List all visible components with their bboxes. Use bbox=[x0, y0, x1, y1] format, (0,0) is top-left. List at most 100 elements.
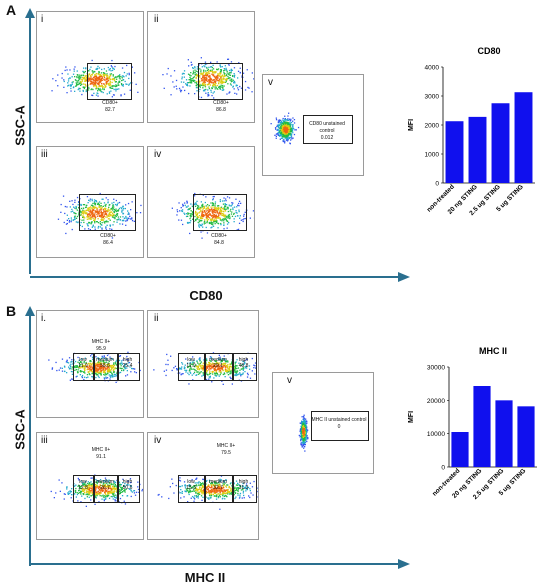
high-gate bbox=[117, 353, 140, 381]
mhc-gate-label: MHC II+ 91.1 bbox=[91, 447, 111, 460]
bar bbox=[514, 92, 533, 183]
y-tick-label: 0 bbox=[435, 181, 439, 188]
low-gate bbox=[178, 353, 206, 381]
plot-roman: iv bbox=[154, 149, 162, 160]
y-tick-label: 3000 bbox=[425, 94, 440, 101]
flow-plot-b-ii: ii low 11.9 medium 29.1 high 48.8 bbox=[147, 310, 259, 418]
scatter-dots bbox=[153, 352, 257, 385]
gate-label: MHC II unstained control 0 bbox=[311, 417, 367, 430]
low-gate bbox=[73, 475, 95, 503]
plot-roman: ii bbox=[154, 14, 159, 25]
low-gate bbox=[178, 475, 206, 503]
high-gate bbox=[232, 353, 257, 381]
mhc-gate-label: MHC II+ 95.9 bbox=[91, 339, 111, 352]
low-gate bbox=[73, 353, 95, 381]
medium-gate bbox=[204, 353, 234, 381]
scatter-dots bbox=[171, 192, 254, 239]
low-label: low 11.9 bbox=[186, 357, 196, 369]
y-tick-label: 0 bbox=[441, 465, 445, 472]
bar bbox=[517, 406, 535, 467]
plot-roman: v bbox=[287, 375, 292, 386]
high-label: high 25.4 bbox=[122, 357, 133, 369]
chart-title: CD80 bbox=[477, 46, 500, 56]
gate-label: CD80+ 84.8 bbox=[211, 233, 227, 246]
flow-plot-a-iii: iii CD80+ 86.4 bbox=[36, 146, 144, 258]
high-gate bbox=[117, 475, 140, 503]
scatter-dots bbox=[51, 59, 143, 98]
flow-plot-b-iv: iv MHC II+ 79.5 low 15.3 medium 32.7 high 31… bbox=[147, 432, 259, 540]
bar bbox=[468, 116, 487, 183]
flow-plot-b-v: v MHC II unstained control 0 bbox=[272, 372, 374, 474]
low-label: low 15.3 bbox=[186, 479, 196, 491]
medium-label: medium 29.1 bbox=[209, 357, 227, 369]
medium-label: medium 58.6 bbox=[96, 357, 114, 369]
bar bbox=[473, 386, 491, 467]
medium-label: medium 32.7 bbox=[209, 479, 227, 491]
bar bbox=[491, 103, 510, 183]
panel-a-y-arrow bbox=[25, 8, 35, 274]
low-label: low 11.9 bbox=[78, 357, 88, 369]
low-label: low 12.8 bbox=[78, 479, 88, 491]
chart-title: MHC II bbox=[479, 346, 507, 356]
panel-a-x-arrow bbox=[30, 272, 410, 282]
medium-gate bbox=[204, 475, 234, 503]
scatter-dots bbox=[270, 112, 300, 145]
plot-roman: ii bbox=[154, 313, 159, 324]
high-label: high 31.3 bbox=[238, 479, 249, 491]
panel-a-yaxis-label: SSC-A bbox=[12, 105, 28, 146]
flow-plot-a-ii: ii CD80+ 86.8 bbox=[147, 11, 255, 123]
medium-gate bbox=[93, 353, 119, 381]
scatter-dots bbox=[298, 414, 309, 452]
cd80-gate bbox=[193, 194, 247, 231]
panel-b-y-arrow bbox=[25, 306, 35, 566]
plot-roman: v bbox=[268, 77, 273, 88]
plot-roman: i bbox=[41, 14, 44, 25]
y-tick-label: 1000 bbox=[425, 152, 440, 159]
bar bbox=[495, 400, 513, 467]
mhc-gate-label: MHC II+ 79.5 bbox=[216, 443, 236, 456]
panel-b-letter: B bbox=[6, 303, 17, 319]
flow-plot-a-v: v CD80 unstained control 0.012 bbox=[262, 74, 364, 176]
high-gate bbox=[232, 475, 257, 503]
plot-roman: i. bbox=[41, 313, 46, 324]
gate-label: CD80 unstained control 0.012 bbox=[309, 121, 345, 141]
high-label: high 50.6 bbox=[122, 479, 133, 491]
cd80-gate bbox=[79, 194, 136, 231]
y-tick-label: 4000 bbox=[425, 65, 440, 72]
panel-b-xaxis-label: MHC II bbox=[184, 570, 226, 585]
scatter-dots bbox=[57, 192, 142, 239]
flow-plot-b-i: i. MHC II+ 95.9 low 11.9 medium 58.6 high 25… bbox=[36, 310, 144, 418]
medium-label: medium 26.7 bbox=[96, 479, 114, 491]
y-tick-label: 10000 bbox=[427, 431, 445, 438]
high-label: high 48.8 bbox=[238, 357, 249, 369]
plot-roman: iv bbox=[154, 435, 162, 446]
y-axis-label: MFI bbox=[408, 119, 415, 131]
panel-a-xaxis-label: CD80 bbox=[189, 288, 223, 303]
bar bbox=[451, 432, 469, 467]
gate-label: CD80+ 86.4 bbox=[100, 233, 116, 246]
scatter-dots bbox=[48, 351, 141, 383]
y-axis-label: MFI bbox=[408, 411, 415, 423]
cd80-gate bbox=[198, 63, 243, 100]
y-tick-label: 30000 bbox=[427, 365, 445, 372]
flow-plot-b-iii: iii MHC II+ 91.1 low 12.8 medium 26.7 high 5… bbox=[36, 432, 144, 540]
flow-plot-a-iv: iv CD80+ 84.8 bbox=[147, 146, 255, 258]
scatter-dots bbox=[50, 474, 143, 507]
y-tick-label: 20000 bbox=[427, 398, 445, 405]
cd80-control-gate bbox=[303, 115, 353, 144]
medium-gate bbox=[93, 475, 119, 503]
cd80-gate bbox=[87, 63, 132, 100]
gate-label: CD80+ 82.7 bbox=[102, 100, 118, 113]
mhc-control-gate bbox=[311, 411, 369, 441]
plot-roman: iii bbox=[41, 149, 48, 160]
panel-b-yaxis-label: SSC-A bbox=[12, 409, 28, 450]
panel-b-x-arrow bbox=[30, 559, 410, 569]
gate-label: CD80+ 86.8 bbox=[213, 100, 229, 113]
flow-plot-a-i: i CD80+ 82.7 bbox=[36, 11, 144, 123]
bar bbox=[445, 121, 464, 183]
panel-a-letter: A bbox=[6, 2, 17, 18]
y-tick-label: 2000 bbox=[425, 123, 440, 130]
plot-roman: iii bbox=[41, 435, 48, 446]
